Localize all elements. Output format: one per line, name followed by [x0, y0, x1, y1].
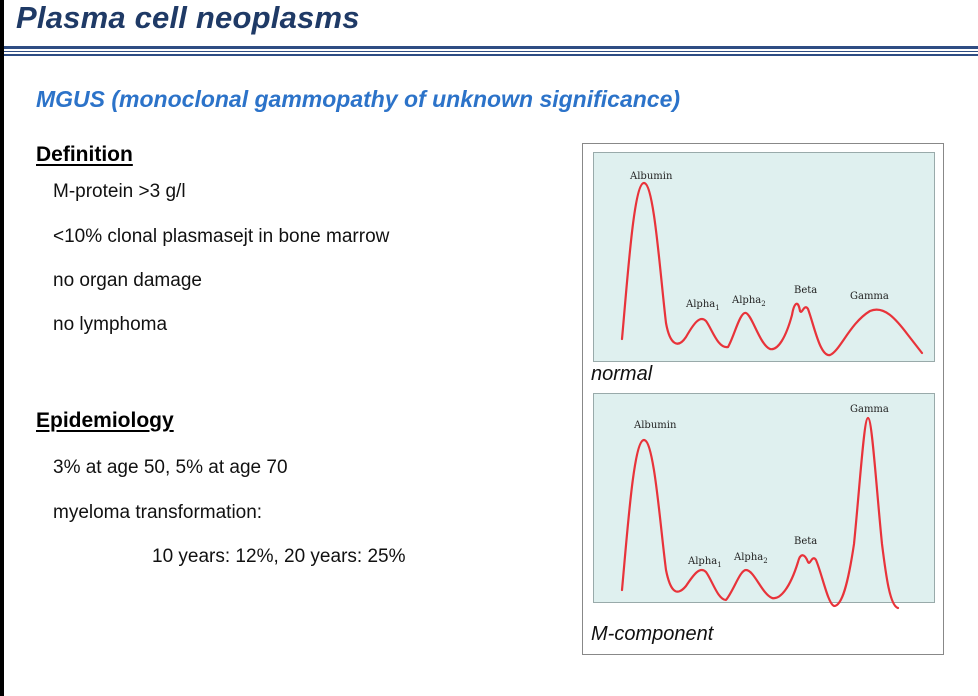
alpha1-label: Alpha1: [685, 299, 720, 312]
albumin-label: Albumin: [633, 420, 677, 431]
definition-item: <10% clonal plasmasejt in bone marrow: [53, 226, 390, 247]
title-rule: [4, 51, 978, 52]
definition-item: no organ damage: [53, 270, 202, 291]
slide-subtitle: MGUS (monoclonal gammopathy of unknown s…: [36, 86, 681, 112]
beta-label: Beta: [794, 536, 817, 547]
normal-electrophoresis-curve: Albumin Alpha1 Alpha2 Beta Gamma: [620, 171, 924, 357]
mcomponent-curve-line: [620, 416, 900, 610]
normal-curve-line: [620, 181, 924, 357]
beta-label: Beta: [794, 285, 817, 296]
albumin-label: Albumin: [629, 171, 673, 182]
epidemiology-heading: Epidemiology: [36, 409, 174, 432]
alpha1-label: Alpha1: [687, 556, 722, 569]
alpha2-label: Alpha2: [731, 295, 766, 308]
epidemiology-item: 3% at age 50, 5% at age 70: [53, 457, 288, 478]
left-border: [0, 0, 4, 696]
slide-title: Plasma cell neoplasms: [16, 0, 360, 35]
mcomponent-electrophoresis-panel: Albumin Alpha1 Alpha2 Beta Gamma: [593, 393, 935, 610]
normal-caption: normal: [591, 363, 653, 385]
electrophoresis-figure: Albumin Alpha1 Alpha2 Beta Gamma normal …: [582, 143, 944, 655]
gamma-label: Gamma: [850, 291, 889, 302]
alpha2-label: Alpha2: [733, 552, 768, 565]
title-rule: [4, 54, 978, 56]
gamma-label: Gamma: [850, 404, 889, 415]
definition-item: M-protein >3 g/l: [53, 181, 186, 202]
epidemiology-item: 10 years: 12%, 20 years: 25%: [152, 546, 406, 567]
mcomponent-electrophoresis-curve: Albumin Alpha1 Alpha2 Beta Gamma: [620, 404, 900, 610]
normal-electrophoresis-panel: Albumin Alpha1 Alpha2 Beta Gamma: [593, 152, 935, 362]
definition-item: no lymphoma: [53, 314, 168, 335]
epidemiology-item: myeloma transformation:: [53, 502, 263, 523]
definition-heading: Definition: [36, 143, 133, 166]
title-rule: [4, 46, 978, 49]
mcomponent-caption: M-component: [591, 623, 714, 645]
